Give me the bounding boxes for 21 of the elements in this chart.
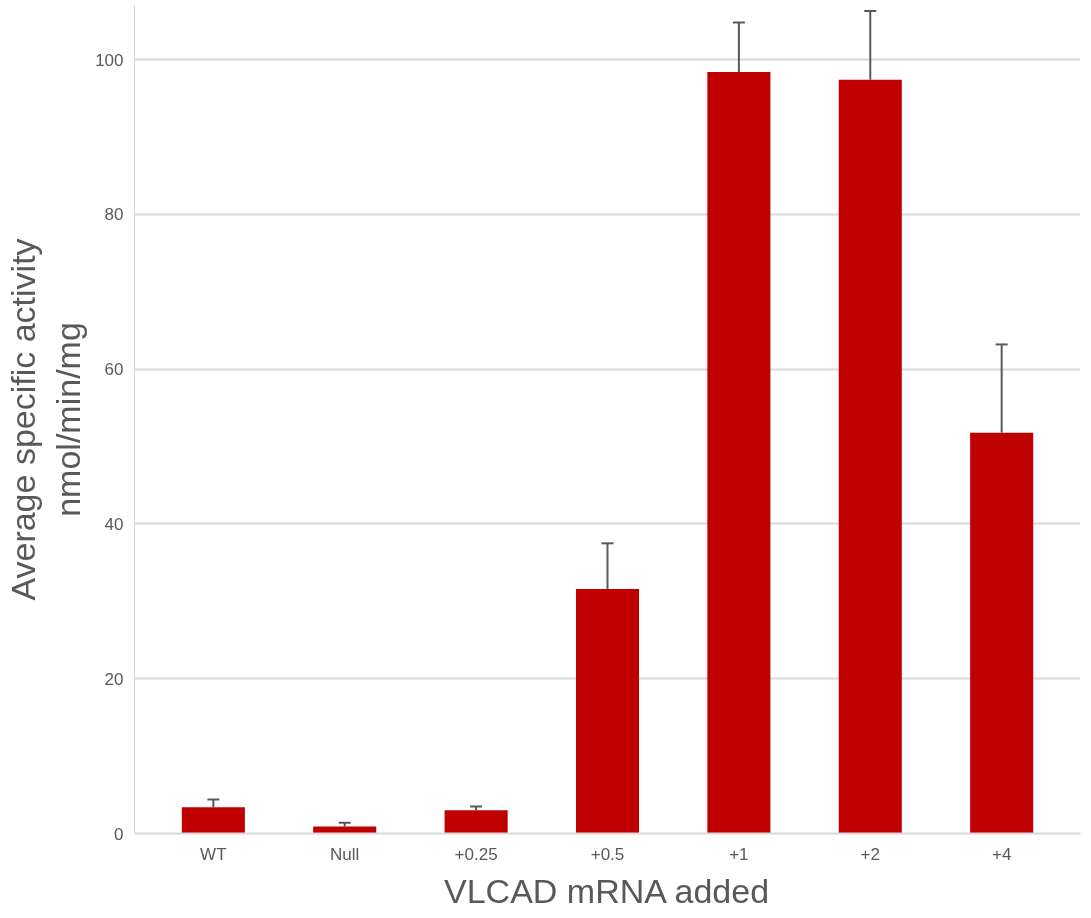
x-tick-label: Null [330,844,360,864]
y-tick-label: 80 [104,205,124,225]
bar [970,432,1034,834]
bar [444,810,508,834]
bar [838,79,902,834]
y-tick-label: 20 [104,669,124,689]
x-tick-label: +4 [991,844,1012,864]
x-axis-title: VLCAD mRNA added [444,871,770,910]
bar [575,588,640,834]
x-tick-label: +0.25 [454,844,498,864]
x-tick-label: +1 [729,844,749,864]
x-tick-label: +0.5 [590,844,625,864]
x-tick-label: WT [200,844,227,864]
y-tick-label: 60 [104,360,124,380]
y-tick-label: 40 [104,514,124,534]
y-axis-title: Average specific activity nmol/min/mg [3,238,88,601]
bar [707,72,771,834]
y-tick-label: 100 [95,50,124,70]
y-tick-label: 0 [114,824,124,844]
bar [181,807,245,834]
x-tick-label: +2 [860,844,880,864]
